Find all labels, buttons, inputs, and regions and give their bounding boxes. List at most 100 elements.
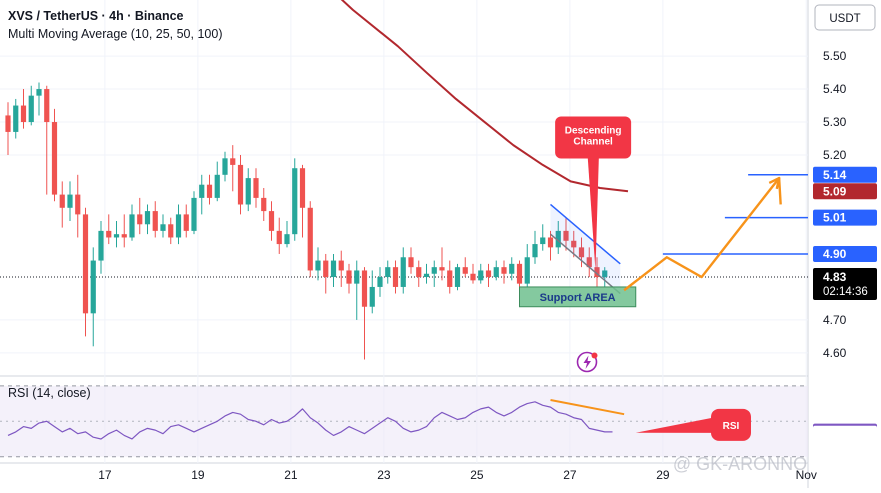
candle — [36, 82, 42, 116]
candle-body — [113, 234, 120, 238]
candle-body — [36, 89, 42, 96]
candle-body — [292, 168, 298, 235]
candle-body — [152, 211, 158, 231]
candle — [408, 247, 414, 274]
level-price-badge-bg — [813, 245, 877, 262]
candle — [501, 260, 507, 284]
candle-body — [594, 267, 600, 278]
candle — [338, 250, 344, 287]
candle — [199, 174, 205, 215]
candle-body — [377, 277, 383, 287]
candle — [470, 263, 476, 284]
level-lines — [0, 174, 808, 278]
projection-arrowhead — [768, 176, 781, 190]
candle — [439, 247, 445, 281]
candle — [276, 217, 282, 254]
candle-body — [230, 158, 236, 165]
candle-body — [602, 270, 608, 278]
grid — [0, 0, 808, 463]
candle-body — [144, 211, 151, 225]
candle-body — [199, 184, 205, 198]
candle-body — [237, 164, 244, 205]
candle-body — [346, 270, 352, 284]
currency-button[interactable]: USDT — [814, 4, 876, 31]
candle — [284, 220, 290, 248]
candle — [447, 260, 453, 294]
candle-body — [524, 257, 530, 284]
price-axis-bg — [809, 0, 881, 488]
candle — [20, 89, 27, 129]
candle-body — [106, 230, 112, 238]
candle-body — [416, 267, 422, 278]
candle — [137, 197, 143, 235]
candle-body — [470, 273, 476, 281]
channel-lower-line — [550, 233, 621, 295]
candle — [586, 247, 592, 278]
currency-label[interactable]: USDT — [829, 13, 860, 25]
candle-body — [284, 234, 290, 245]
candle-body — [563, 230, 569, 241]
candle-body — [532, 244, 538, 258]
candle — [323, 253, 329, 294]
candle — [423, 263, 430, 284]
rsi-callout-box — [711, 408, 751, 441]
candle — [230, 145, 236, 192]
level-price-badge: 4.90 — [813, 245, 877, 262]
candle-body — [369, 286, 375, 307]
candle-body — [555, 230, 561, 248]
candle-body — [392, 267, 399, 287]
candle-body — [28, 95, 34, 123]
candle-body — [361, 270, 368, 307]
callout-box — [555, 116, 632, 159]
candle — [237, 155, 244, 215]
rsi-lower-label-text: 42.97 — [823, 427, 853, 441]
candle — [168, 217, 174, 245]
rsi-lower-label: 42.97 — [813, 425, 877, 442]
candle — [578, 237, 585, 268]
candle — [152, 201, 158, 238]
channel-upper-line — [550, 203, 621, 265]
candle — [369, 270, 375, 314]
candle-body — [493, 267, 499, 278]
candle — [160, 214, 166, 238]
time-tick-label: 21 — [284, 468, 298, 482]
candle-body — [5, 115, 11, 132]
candle — [268, 201, 275, 241]
candle — [346, 263, 352, 294]
time-tick-label: 27 — [563, 468, 577, 482]
support-area-label: Support AREA — [540, 292, 616, 304]
candle — [51, 108, 58, 202]
candle-body — [253, 178, 259, 198]
candle-body — [454, 267, 461, 287]
level-price-badge-text: 5.01 — [823, 211, 847, 225]
candle — [5, 102, 11, 156]
candle-body — [175, 214, 182, 238]
candle-body — [547, 237, 554, 248]
candle — [485, 263, 492, 287]
axes: 5.50 5.40 5.30 5.20 4.70 4.60 17 19 21 23 25 27 29 No… — [98, 0, 881, 488]
candle-body — [385, 267, 391, 278]
candle-body — [400, 257, 406, 287]
candle-body — [268, 211, 275, 231]
candle-body — [299, 168, 306, 208]
rsi-callout-pointer — [635, 416, 717, 433]
candle-body — [571, 240, 577, 248]
candle-body — [408, 257, 414, 268]
level-price-badge-bg — [813, 183, 877, 200]
rsi-title: RSI (14, close) — [8, 386, 91, 400]
candle-body — [222, 158, 228, 175]
candle — [59, 181, 65, 228]
time-tick-label: 19 — [191, 468, 205, 482]
candle — [98, 220, 104, 274]
indicator-title: Multi Moving Average (10, 25, 50, 100) — [8, 27, 222, 41]
candle — [175, 204, 182, 245]
candle — [392, 260, 399, 294]
rsi-lower-label-bg — [813, 425, 877, 442]
candle — [307, 201, 313, 278]
candle — [416, 260, 422, 287]
candle — [547, 230, 554, 261]
candle-body — [261, 197, 267, 212]
candle — [13, 98, 19, 139]
